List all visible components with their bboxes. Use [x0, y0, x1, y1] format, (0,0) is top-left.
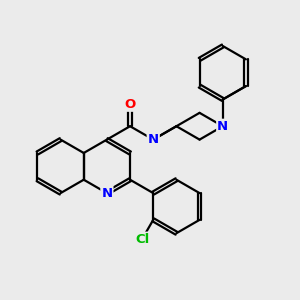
Text: N: N — [217, 120, 228, 133]
Text: N: N — [101, 187, 112, 200]
Text: Cl: Cl — [135, 233, 149, 246]
Text: O: O — [124, 98, 136, 111]
Text: N: N — [148, 133, 159, 146]
